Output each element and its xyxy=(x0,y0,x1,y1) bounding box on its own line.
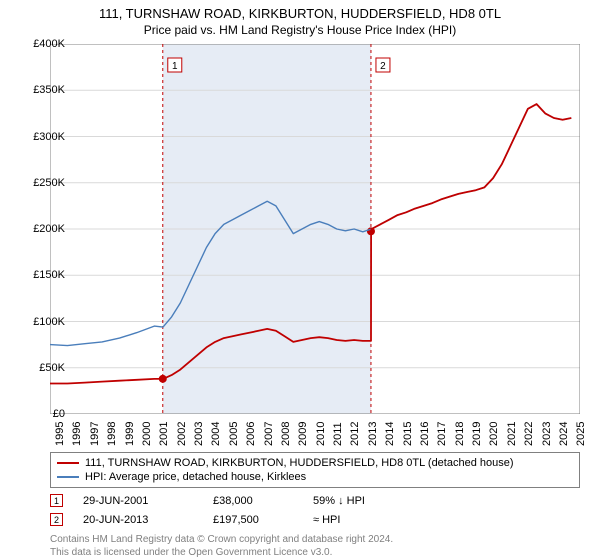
y-tick-label: £400K xyxy=(33,38,65,50)
x-tick-label: 2001 xyxy=(158,422,170,446)
legend-label: HPI: Average price, detached house, Kirk… xyxy=(85,471,306,483)
x-tick-label: 2002 xyxy=(176,422,188,446)
x-tick-label: 2012 xyxy=(349,422,361,446)
x-tick-label: 2022 xyxy=(523,422,535,446)
sale-date: 20-JUN-2013 xyxy=(83,514,213,526)
y-tick-label: £0 xyxy=(53,408,65,420)
x-tick-label: 2010 xyxy=(315,422,327,446)
chart-container: 111, TURNSHAW ROAD, KIRKBURTON, HUDDERSF… xyxy=(0,0,600,560)
legend-swatch xyxy=(57,476,79,478)
x-tick-label: 2018 xyxy=(454,422,466,446)
chart-plot-area: 12 xyxy=(50,44,580,414)
x-tick-label: 2009 xyxy=(297,422,309,446)
sale-row: 1 29-JUN-2001 £38,000 59% ↓ HPI xyxy=(50,494,580,507)
sale-marker-badge: 1 xyxy=(50,494,63,507)
x-tick-label: 2006 xyxy=(245,422,257,446)
x-tick-label: 2005 xyxy=(228,422,240,446)
legend-label: 111, TURNSHAW ROAD, KIRKBURTON, HUDDERSF… xyxy=(85,457,514,469)
sale-marker-num: 2 xyxy=(54,515,59,525)
x-tick-label: 1999 xyxy=(124,422,136,446)
x-tick-label: 2014 xyxy=(384,422,396,446)
x-tick-label: 1996 xyxy=(71,422,83,446)
x-tick-label: 2015 xyxy=(402,422,414,446)
x-tick-label: 2008 xyxy=(280,422,292,446)
chart-subtitle: Price paid vs. HM Land Registry's House … xyxy=(0,21,600,41)
x-tick-label: 2000 xyxy=(141,422,153,446)
y-tick-label: £150K xyxy=(33,269,65,281)
y-tick-label: £100K xyxy=(33,316,65,328)
x-tick-label: 2011 xyxy=(332,422,344,446)
sale-price: £38,000 xyxy=(213,495,313,507)
svg-text:1: 1 xyxy=(172,61,178,72)
x-tick-label: 2003 xyxy=(193,422,205,446)
footer-line: Contains HM Land Registry data © Crown c… xyxy=(50,534,393,547)
sale-marker-num: 1 xyxy=(54,496,59,506)
sale-date: 29-JUN-2001 xyxy=(83,495,213,507)
sale-row: 2 20-JUN-2013 £197,500 ≈ HPI xyxy=(50,513,580,526)
x-tick-label: 2007 xyxy=(263,422,275,446)
x-tick-label: 2019 xyxy=(471,422,483,446)
sale-marker-badge: 2 xyxy=(50,513,63,526)
sale-price: £197,500 xyxy=(213,514,313,526)
y-tick-label: £300K xyxy=(33,131,65,143)
x-tick-label: 1995 xyxy=(54,422,66,446)
svg-text:2: 2 xyxy=(380,61,386,72)
footer-text: Contains HM Land Registry data © Crown c… xyxy=(50,534,393,559)
x-tick-label: 2024 xyxy=(558,422,570,446)
legend-swatch xyxy=(57,462,79,464)
x-tick-label: 2021 xyxy=(506,422,518,446)
x-tick-label: 2016 xyxy=(419,422,431,446)
x-tick-label: 2025 xyxy=(575,422,587,446)
footer-line: This data is licensed under the Open Gov… xyxy=(50,547,393,560)
x-tick-label: 1998 xyxy=(106,422,118,446)
chart-title: 111, TURNSHAW ROAD, KIRKBURTON, HUDDERSF… xyxy=(0,0,600,21)
y-tick-label: £250K xyxy=(33,177,65,189)
sale-vs-hpi: 59% ↓ HPI xyxy=(313,495,413,507)
sale-vs-hpi: ≈ HPI xyxy=(313,514,413,526)
chart-svg: 12 xyxy=(50,44,580,414)
y-tick-label: £350K xyxy=(33,84,65,96)
legend-box: 111, TURNSHAW ROAD, KIRKBURTON, HUDDERSF… xyxy=(50,452,580,488)
legend-row: HPI: Average price, detached house, Kirk… xyxy=(57,470,573,484)
x-tick-label: 2004 xyxy=(210,422,222,446)
x-tick-label: 2017 xyxy=(436,422,448,446)
y-tick-label: £50K xyxy=(39,362,65,374)
x-tick-label: 2013 xyxy=(367,422,379,446)
x-tick-label: 2020 xyxy=(488,422,500,446)
legend-row: 111, TURNSHAW ROAD, KIRKBURTON, HUDDERSF… xyxy=(57,456,573,470)
y-tick-label: £200K xyxy=(33,223,65,235)
x-tick-label: 1997 xyxy=(89,422,101,446)
x-tick-label: 2023 xyxy=(541,422,553,446)
